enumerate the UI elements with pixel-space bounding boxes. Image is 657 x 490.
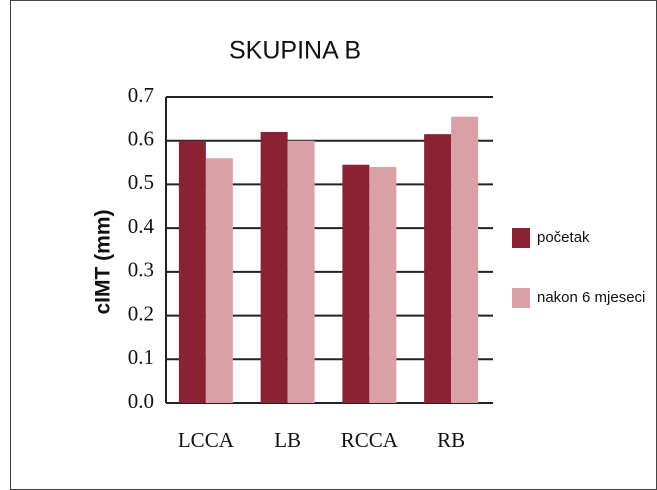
y-tick-label: 0.6 [128, 127, 154, 151]
y-tick-label: 0.5 [128, 170, 154, 194]
y-tick-label: 0.2 [128, 301, 154, 325]
legend-label: početak [537, 229, 590, 246]
y-tick-label: 0.1 [128, 345, 154, 369]
bar [369, 166, 397, 403]
legend-swatch [512, 228, 530, 248]
x-tick-label: RB [437, 428, 465, 452]
bar [205, 158, 233, 403]
y-tick-label: 0.0 [128, 389, 154, 413]
legend-swatch [512, 288, 530, 308]
y-tick-label: 0.4 [128, 214, 155, 238]
bar [342, 164, 370, 403]
x-tick-label: LB [274, 428, 301, 452]
legend-label: nakon 6 mjeseci [537, 289, 645, 306]
bar [260, 131, 288, 403]
bar [451, 116, 479, 404]
x-tick-label: RCCA [341, 428, 399, 452]
bar [178, 140, 206, 403]
y-tick-label: 0.3 [128, 258, 154, 282]
x-tick-label: LCCA [178, 428, 235, 452]
bar [287, 140, 315, 403]
chart-title: SKUPINA B [229, 37, 361, 65]
y-tick-label: 0.7 [128, 83, 154, 107]
bar [424, 134, 452, 403]
y-axis-label: cIMT (mm) [92, 210, 115, 315]
